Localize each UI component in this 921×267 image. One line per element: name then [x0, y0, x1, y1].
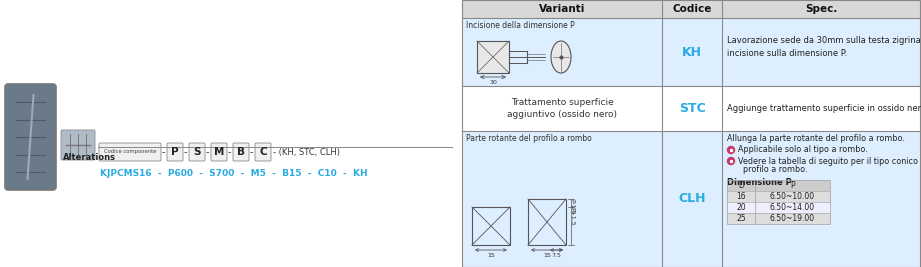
Text: P+1.5: P+1.5: [569, 207, 574, 226]
Bar: [472, 207, 510, 245]
Ellipse shape: [551, 41, 571, 73]
Text: 7.5: 7.5: [552, 253, 562, 258]
Text: 6.50~10.00: 6.50~10.00: [770, 192, 815, 201]
Text: B: B: [237, 147, 245, 157]
Text: Vedere la tabella di seguito per il tipo conico con: Vedere la tabella di seguito per il tipo…: [738, 156, 921, 166]
FancyBboxPatch shape: [233, 143, 249, 161]
Text: Lavorazione sede da 30mm sulla testa zigrinata e
incisione sulla dimensione P.: Lavorazione sede da 30mm sulla testa zig…: [727, 36, 921, 58]
Text: Applicabile solo al tipo a rombo.: Applicabile solo al tipo a rombo.: [738, 146, 868, 155]
FancyBboxPatch shape: [211, 143, 227, 161]
Bar: [727, 180, 830, 224]
Text: 15: 15: [487, 253, 495, 258]
Text: 6.50~14.00: 6.50~14.00: [770, 203, 815, 212]
Text: CLH: CLH: [678, 193, 705, 206]
Text: 6.50~19.00: 6.50~19.00: [770, 214, 815, 223]
Bar: [727, 202, 830, 213]
Bar: [727, 180, 830, 191]
Bar: [462, 18, 920, 86]
Text: Aggiunge trattamento superficie in ossido nero.: Aggiunge trattamento superficie in ossid…: [727, 104, 921, 113]
Text: Spec.: Spec.: [805, 4, 837, 14]
Text: -: -: [183, 147, 187, 157]
Text: -: -: [205, 147, 209, 157]
Text: -: -: [250, 147, 252, 157]
Text: Codice: Codice: [672, 4, 712, 14]
Text: D: D: [738, 181, 744, 190]
FancyBboxPatch shape: [5, 84, 56, 190]
Text: M: M: [214, 147, 224, 157]
Text: Incisione della dimensione P: Incisione della dimensione P: [466, 21, 575, 30]
Text: 16: 16: [736, 192, 746, 201]
Text: Allunga la parte rotante del profilo a rombo.: Allunga la parte rotante del profilo a r…: [727, 134, 904, 143]
Text: -: -: [161, 147, 165, 157]
Text: Alterations: Alterations: [63, 153, 116, 162]
Text: KH: KH: [682, 45, 702, 58]
Bar: [462, 86, 920, 131]
Text: P-1.5: P-1.5: [569, 199, 574, 214]
Text: Trattamento superficie
aggiuntivo (ossido nero): Trattamento superficie aggiuntivo (ossid…: [507, 98, 617, 119]
Bar: [727, 191, 830, 202]
Text: Parte rotante del profilo a rombo: Parte rotante del profilo a rombo: [466, 134, 592, 143]
Text: C: C: [259, 147, 267, 157]
Text: -: -: [227, 147, 231, 157]
Bar: [462, 0, 920, 18]
Text: 25: 25: [736, 214, 746, 223]
FancyBboxPatch shape: [167, 143, 183, 161]
Text: S: S: [193, 147, 201, 157]
Text: profilo a rombo.: profilo a rombo.: [738, 166, 808, 175]
Text: STC: STC: [679, 102, 705, 115]
Bar: [477, 41, 509, 73]
FancyBboxPatch shape: [61, 130, 95, 160]
Text: P: P: [790, 181, 795, 190]
Text: - (KH, STC, CLH): - (KH, STC, CLH): [273, 147, 340, 156]
Bar: [462, 131, 920, 267]
Circle shape: [728, 158, 735, 164]
Text: KJPCMS16  -  P600  -  S700  -  M5  -  B15  -  C10  -  KH: KJPCMS16 - P600 - S700 - M5 - B15 - C10 …: [100, 170, 367, 179]
FancyBboxPatch shape: [99, 143, 161, 161]
Text: 15: 15: [543, 253, 551, 258]
Bar: [462, 0, 920, 267]
Bar: [528, 199, 566, 245]
Text: P: P: [171, 147, 179, 157]
FancyBboxPatch shape: [189, 143, 205, 161]
Text: 30: 30: [489, 80, 497, 85]
FancyBboxPatch shape: [255, 143, 271, 161]
Text: Varianti: Varianti: [539, 4, 585, 14]
Bar: [727, 213, 830, 224]
Circle shape: [728, 147, 735, 154]
Text: 20: 20: [736, 203, 746, 212]
Text: Codice componente: Codice componente: [104, 150, 157, 155]
Text: Dimensione P: Dimensione P: [727, 178, 792, 187]
